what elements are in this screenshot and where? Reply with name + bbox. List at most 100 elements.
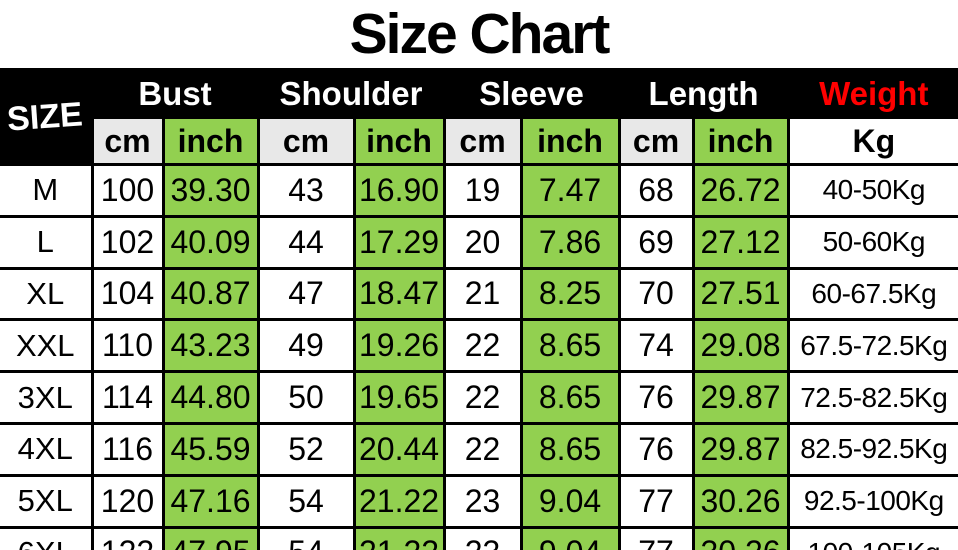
cell-shoulder-cm: 50 <box>256 370 356 425</box>
table-row: XXL 110 43.23 49 19.26 22 8.65 74 29.08 67.5-72.5… <box>0 318 958 374</box>
cell-sleeve-cm: 23 <box>442 525 523 550</box>
cell-sleeve-cm: 21 <box>442 266 523 322</box>
cell-length-cm: 68 <box>617 163 695 218</box>
cell-length-cm: 76 <box>617 370 695 425</box>
size-column-header-label: SIZE <box>6 94 85 139</box>
cell-shoulder-inch: 21.22 <box>352 473 446 529</box>
cell-length-inch: 27.12 <box>691 214 790 270</box>
cell-bust-inch: 47.95 <box>161 525 260 550</box>
cell-shoulder-cm: 54 <box>256 525 356 550</box>
unit-header-weight-kg: Kg <box>786 116 958 166</box>
column-header-length: Length <box>617 68 790 119</box>
cell-weight: 82.5-92.5Kg <box>786 421 958 477</box>
cell-bust-inch: 39.30 <box>161 163 260 218</box>
cell-weight: 92.5-100Kg <box>786 473 958 529</box>
cell-length-inch: 29.08 <box>691 318 790 374</box>
cell-sleeve-inch: 7.47 <box>519 163 621 218</box>
size-column-header: SIZE <box>0 68 94 166</box>
table-row: L 102 40.09 44 17.29 20 7.86 69 27.12 50-60Kg <box>0 214 958 270</box>
cell-sleeve-inch: 8.65 <box>519 370 621 425</box>
table-row: M 100 39.30 43 16.90 19 7.47 68 26.72 40-50Kg <box>0 163 958 218</box>
cell-shoulder-inch: 18.47 <box>352 266 446 322</box>
cell-bust-inch: 40.09 <box>161 214 260 270</box>
cell-length-inch: 30.26 <box>691 525 790 550</box>
unit-header-shoulder-inch: inch <box>352 116 446 166</box>
cell-size: L <box>0 214 94 270</box>
table-row: 3XL 114 44.80 50 19.65 22 8.65 76 29.87 72.5-82.5… <box>0 370 958 425</box>
unit-header-sleeve-cm: cm <box>442 116 523 166</box>
cell-shoulder-cm: 49 <box>256 318 356 374</box>
cell-weight: 60-67.5Kg <box>786 266 958 322</box>
cell-sleeve-inch: 8.25 <box>519 266 621 322</box>
column-header-bust: Bust <box>90 68 260 119</box>
cell-bust-inch: 47.16 <box>161 473 260 529</box>
cell-length-inch: 27.51 <box>691 266 790 322</box>
cell-sleeve-inch: 8.65 <box>519 421 621 477</box>
cell-weight: 100-105Kg <box>786 525 958 550</box>
cell-weight: 67.5-72.5Kg <box>786 318 958 374</box>
cell-shoulder-inch: 19.65 <box>352 370 446 425</box>
cell-sleeve-cm: 19 <box>442 163 523 218</box>
cell-length-inch: 29.87 <box>691 370 790 425</box>
unit-header-length-inch: inch <box>691 116 790 166</box>
cell-size: 3XL <box>0 370 94 425</box>
cell-shoulder-inch: 20.44 <box>352 421 446 477</box>
cell-shoulder-inch: 16.90 <box>352 163 446 218</box>
cell-size: XL <box>0 266 94 322</box>
unit-header-bust-cm: cm <box>90 116 165 166</box>
cell-size: 6XL <box>0 525 94 550</box>
unit-header-row: cm inch cm inch cm inch cm inch Kg <box>0 116 958 166</box>
cell-bust-inch: 44.80 <box>161 370 260 425</box>
cell-bust-cm: 100 <box>90 163 165 218</box>
cell-length-inch: 26.72 <box>691 163 790 218</box>
cell-size: M <box>0 163 94 218</box>
cell-length-inch: 30.26 <box>691 473 790 529</box>
cell-sleeve-inch: 8.65 <box>519 318 621 374</box>
unit-header-bust-inch: inch <box>161 116 260 166</box>
cell-bust-cm: 110 <box>90 318 165 374</box>
cell-sleeve-inch: 7.86 <box>519 214 621 270</box>
unit-header-sleeve-inch: inch <box>519 116 621 166</box>
cell-shoulder-inch: 21.22 <box>352 525 446 550</box>
cell-size: XXL <box>0 318 94 374</box>
cell-sleeve-inch: 9.04 <box>519 525 621 550</box>
cell-bust-cm: 102 <box>90 214 165 270</box>
page-title: Size Chart <box>349 2 611 66</box>
table-row: XL 104 40.87 47 18.47 21 8.25 70 27.51 60-67.5Kg <box>0 266 958 322</box>
cell-sleeve-cm: 22 <box>442 318 523 374</box>
cell-bust-inch: 43.23 <box>161 318 260 374</box>
cell-bust-cm: 116 <box>90 421 165 477</box>
cell-sleeve-inch: 9.04 <box>519 473 621 529</box>
size-chart-table: SIZE Bust Shoulder Sleeve Length Weight … <box>0 68 958 550</box>
unit-header-length-cm: cm <box>617 116 695 166</box>
cell-shoulder-cm: 44 <box>256 214 356 270</box>
table-row: 5XL 120 47.16 54 21.22 23 9.04 77 30.26 92.5-100K… <box>0 473 958 529</box>
table-row: 4XL 116 45.59 52 20.44 22 8.65 76 29.87 82.5-92.5… <box>0 421 958 477</box>
cell-length-inch: 29.87 <box>691 421 790 477</box>
cell-sleeve-cm: 22 <box>442 421 523 477</box>
cell-length-cm: 77 <box>617 525 695 550</box>
cell-shoulder-cm: 54 <box>256 473 356 529</box>
cell-weight: 50-60Kg <box>786 214 958 270</box>
column-header-sleeve: Sleeve <box>442 68 621 119</box>
cell-length-cm: 69 <box>617 214 695 270</box>
group-header-row: SIZE Bust Shoulder Sleeve Length Weight <box>0 68 958 166</box>
cell-weight: 72.5-82.5Kg <box>786 370 958 425</box>
cell-bust-inch: 45.59 <box>161 421 260 477</box>
cell-bust-cm: 104 <box>90 266 165 322</box>
size-table-body: M 100 39.30 43 16.90 19 7.47 68 26.72 40-50Kg L 102… <box>0 163 958 550</box>
cell-size: 4XL <box>0 421 94 477</box>
cell-bust-inch: 40.87 <box>161 266 260 322</box>
cell-length-cm: 77 <box>617 473 695 529</box>
cell-bust-cm: 114 <box>90 370 165 425</box>
cell-shoulder-cm: 43 <box>256 163 356 218</box>
cell-shoulder-cm: 52 <box>256 421 356 477</box>
column-header-shoulder: Shoulder <box>256 68 446 119</box>
cell-size: 5XL <box>0 473 94 529</box>
cell-sleeve-cm: 20 <box>442 214 523 270</box>
cell-shoulder-inch: 17.29 <box>352 214 446 270</box>
cell-sleeve-cm: 23 <box>442 473 523 529</box>
cell-length-cm: 70 <box>617 266 695 322</box>
cell-length-cm: 76 <box>617 421 695 477</box>
